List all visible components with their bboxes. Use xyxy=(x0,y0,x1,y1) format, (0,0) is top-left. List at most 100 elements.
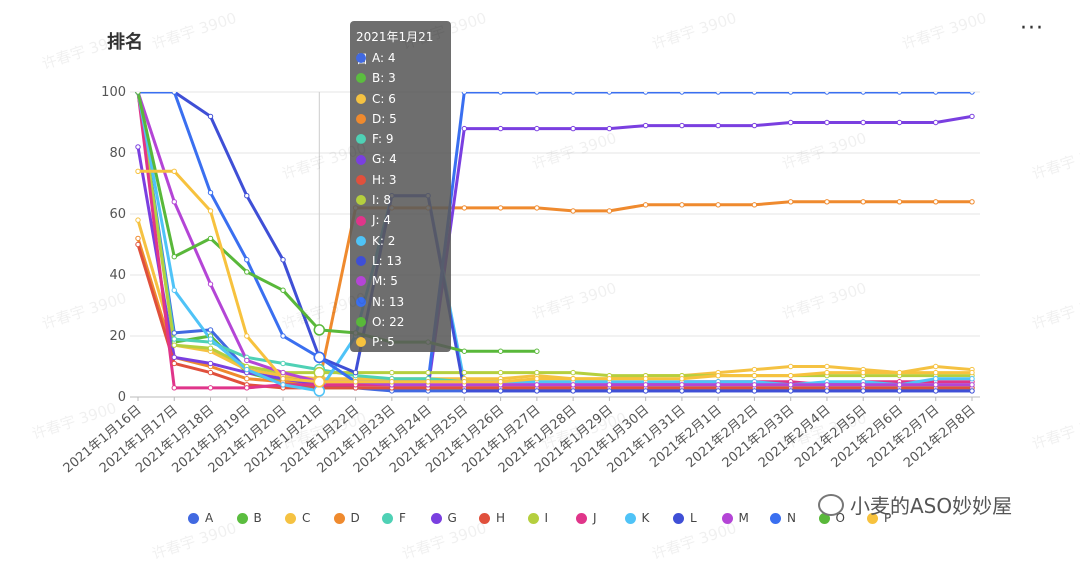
legend-marker xyxy=(333,512,345,524)
data-point-I xyxy=(207,345,214,351)
legend-item-I[interactable]: I xyxy=(527,508,549,528)
data-point-N xyxy=(497,92,504,95)
data-point-P xyxy=(497,379,504,385)
data-point-N xyxy=(787,92,794,95)
legend-label: I xyxy=(544,511,549,525)
tooltip-row: H: 3 xyxy=(356,170,445,190)
legend-item-J[interactable]: J xyxy=(576,508,597,528)
data-point-P xyxy=(570,376,576,382)
data-point-L xyxy=(896,388,903,394)
series-line-K xyxy=(136,92,972,393)
data-point-H xyxy=(207,369,214,376)
data-point-L xyxy=(280,257,286,263)
data-point-G xyxy=(751,122,758,129)
data-point-P xyxy=(280,376,286,382)
data-point-P xyxy=(534,376,540,382)
data-point-P xyxy=(461,379,468,385)
tooltip-marker xyxy=(356,337,366,348)
tooltip-row: N: 13 xyxy=(356,292,445,312)
data-point-M xyxy=(860,382,866,388)
legend-label: H xyxy=(496,511,506,525)
data-point-L xyxy=(824,388,830,394)
data-point-G xyxy=(679,122,685,129)
data-point-P xyxy=(896,369,903,376)
data-point-O xyxy=(497,348,504,354)
legend-item-C[interactable]: C xyxy=(285,508,310,528)
data-point-I xyxy=(389,369,395,376)
data-point-P xyxy=(313,376,326,388)
data-point-L xyxy=(642,388,649,394)
data-point-G xyxy=(896,119,903,126)
tooltip-label: M: 5 xyxy=(372,274,398,289)
tooltip-row: F: 9 xyxy=(356,129,445,149)
data-point-L xyxy=(497,388,504,394)
legend-item-O[interactable]: O xyxy=(818,508,845,528)
more-menu-icon[interactable]: ··· xyxy=(1020,16,1044,41)
tooltip-label: O: 22 xyxy=(372,314,405,329)
legend-label: J xyxy=(593,511,597,525)
data-point-H xyxy=(135,241,141,248)
data-point-N xyxy=(715,92,721,95)
data-point-N xyxy=(751,92,758,95)
legend-item-M[interactable]: M xyxy=(721,508,749,528)
data-point-J xyxy=(171,385,177,391)
data-point-L xyxy=(679,388,685,394)
legend-item-F[interactable]: F xyxy=(382,508,406,528)
brand-text: 小麦的ASO妙妙屋 xyxy=(850,494,1013,518)
data-point-P xyxy=(751,372,758,379)
tooltip-row: L: 13 xyxy=(356,251,445,271)
data-point-I xyxy=(425,369,431,376)
data-point-N xyxy=(280,333,286,339)
legend-label: G xyxy=(447,511,457,525)
data-point-P xyxy=(244,333,250,339)
data-point-G xyxy=(642,122,649,129)
data-point-N xyxy=(642,92,649,95)
legend-item-N[interactable]: N xyxy=(770,508,796,528)
data-point-D xyxy=(534,205,540,211)
data-point-M xyxy=(896,382,903,388)
series-line-N xyxy=(138,92,972,384)
legend-item-A[interactable]: A xyxy=(188,508,213,528)
legend-item-G[interactable]: G xyxy=(430,508,457,528)
data-point-G xyxy=(534,125,540,132)
legend-item-P[interactable]: P xyxy=(867,508,891,528)
tooltip-row: G: 4 xyxy=(356,149,445,169)
tooltip-marker xyxy=(356,215,366,226)
data-point-L xyxy=(969,388,975,394)
legend-marker xyxy=(867,512,878,524)
data-point-M xyxy=(606,382,613,388)
data-point-N xyxy=(313,351,326,364)
data-point-O xyxy=(135,92,141,95)
data-point-N xyxy=(244,257,250,263)
tooltip-label: H: 3 xyxy=(372,172,397,187)
legend-item-H[interactable]: H xyxy=(479,508,505,528)
legend-label: C xyxy=(302,511,311,525)
tooltip-marker xyxy=(356,53,366,64)
legend-item-B[interactable]: B xyxy=(236,508,262,528)
legend-item-D[interactable]: D xyxy=(333,508,360,528)
data-point-M xyxy=(171,199,177,205)
series-group xyxy=(135,92,975,397)
tooltip-marker xyxy=(356,114,366,125)
tooltip-marker xyxy=(356,73,366,84)
data-point-P xyxy=(352,379,359,385)
tooltip-label: N: 13 xyxy=(372,294,405,309)
tooltip-row: O: 22 xyxy=(356,312,445,332)
tooltip-label: F: 9 xyxy=(372,132,394,147)
data-point-N xyxy=(534,92,540,95)
legend-item-K[interactable]: K xyxy=(624,508,649,528)
data-point-O xyxy=(280,287,286,293)
y-tick-label: 60 xyxy=(109,207,126,222)
y-tick-label: 100 xyxy=(101,85,126,100)
y-tick-label: 40 xyxy=(109,268,126,283)
legend-marker xyxy=(818,512,830,524)
legend-label: M xyxy=(738,511,749,525)
data-point-A xyxy=(171,330,177,336)
data-point-N xyxy=(207,189,214,196)
data-point-K xyxy=(207,336,214,342)
legend-item-L[interactable]: L xyxy=(673,508,697,528)
data-point-K xyxy=(171,287,177,293)
data-point-O xyxy=(313,324,326,336)
legend-marker xyxy=(527,512,539,524)
data-point-F xyxy=(171,336,177,342)
